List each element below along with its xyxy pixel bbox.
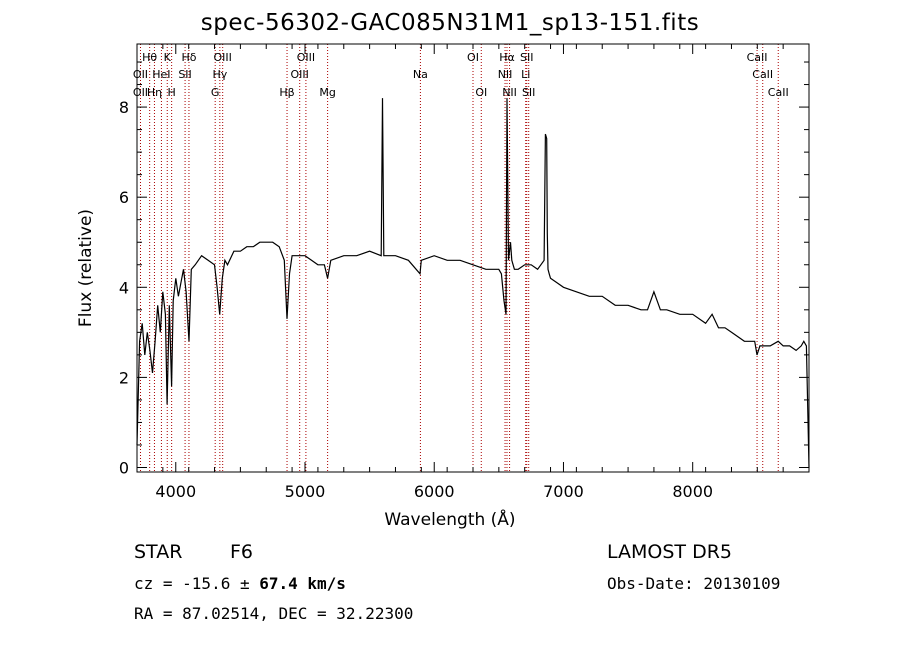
cz-error: 67.4 km/s — [259, 574, 346, 593]
survey-name: LAMOST DR5 — [607, 541, 732, 563]
spectral-line-label: Mg — [319, 86, 335, 99]
y-tick-label: 6 — [119, 188, 129, 207]
spectral-line-label: CaII — [752, 68, 773, 81]
spectral-line-label: Hα — [499, 51, 515, 64]
spectral-line-label: Hβ — [279, 86, 294, 99]
spectral-line-label: Na — [413, 68, 428, 81]
spectral-line-label: Hη — [147, 86, 162, 99]
redshift-info: cz = -15.6 ± 67.4 km/s — [134, 574, 346, 593]
x-tick-label: 5000 — [285, 482, 326, 501]
spectral-line-label: SII — [522, 86, 535, 99]
spectrum-line — [136, 98, 810, 468]
page-title: spec-56302-GAC085N31M1_sp13-151.fits — [200, 10, 700, 36]
x-tick-label: 7000 — [543, 482, 584, 501]
x-tick-label: 8000 — [672, 482, 713, 501]
y-tick-label: 0 — [119, 458, 129, 477]
spectral-line-label: K — [164, 51, 172, 64]
spectral-line-label: OI — [475, 86, 487, 99]
spectral-line-label: OIII — [291, 68, 309, 81]
spectral-line-label: NII — [498, 68, 513, 81]
spectral-line-label: OII — [133, 86, 148, 99]
axis-ticks — [136, 44, 810, 472]
spectral-line-label: OII — [133, 68, 148, 81]
spectral-line-label: H — [167, 86, 175, 99]
spectral-line-label: OIII — [213, 51, 231, 64]
x-axis-label: Wavelength (Å) — [384, 510, 516, 530]
obs-date: Obs-Date: 20130109 — [607, 574, 781, 593]
line-markers — [139, 44, 779, 472]
y-tick-label: 4 — [119, 278, 129, 297]
spectral-line-label: SII — [520, 51, 533, 64]
spectral-line-label: OI — [467, 51, 479, 64]
object-class: STAR — [134, 541, 183, 563]
x-tick-label: 4000 — [155, 482, 196, 501]
spectral-line-label: Hθ — [142, 51, 157, 64]
cz-value: cz = -15.6 ± — [134, 574, 260, 593]
y-axis-label: Flux (relative) — [76, 208, 96, 328]
coordinates: RA = 87.02514, DEC = 32.22300 — [134, 604, 414, 623]
spectral-line-label: SII — [178, 68, 191, 81]
spectral-line-label: CaII — [768, 86, 789, 99]
spectral-line-label: G — [211, 86, 220, 99]
spectral-line-label: Li — [521, 68, 530, 81]
object-subclass: F6 — [230, 541, 254, 563]
spectral-line-label: OIII — [297, 51, 315, 64]
y-tick-label: 2 — [119, 368, 129, 387]
spectral-line-label: CaII — [747, 51, 768, 64]
y-tick-label: 8 — [119, 98, 129, 117]
tick-labels: 4000 5000 6000 7000 8000 0 2 4 6 8 — [119, 98, 713, 501]
spectral-line-label: NII — [502, 86, 517, 99]
spectral-line-label: Hδ — [181, 51, 196, 64]
x-tick-label: 6000 — [414, 482, 455, 501]
spectral-line-label: Hγ — [212, 68, 227, 81]
spectral-line-label: HeI — [152, 68, 170, 81]
